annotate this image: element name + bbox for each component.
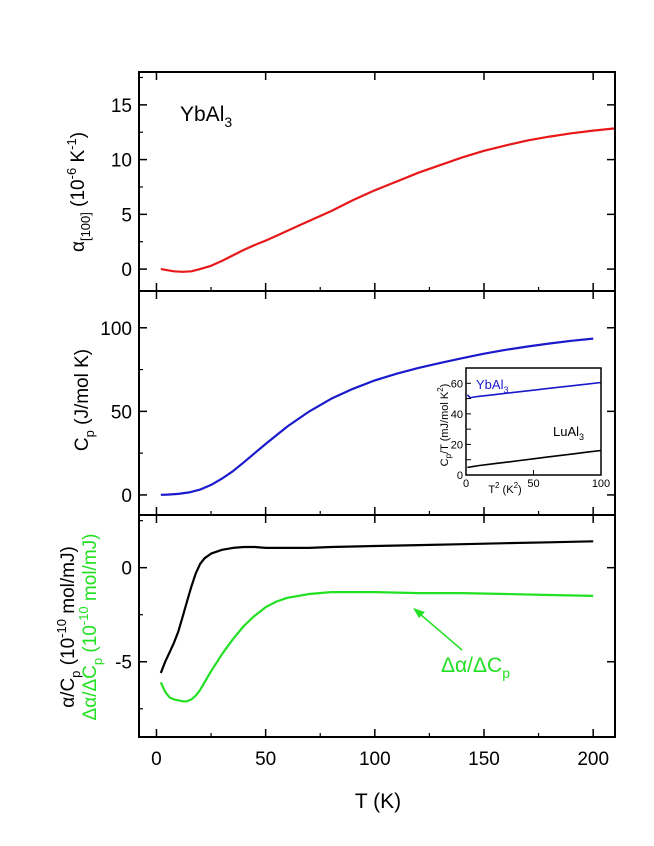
- middle-y-tick-label: 50: [111, 402, 132, 423]
- middle-y-tick-label: 0: [121, 486, 132, 507]
- inset-y-tick-label: 40: [451, 409, 463, 421]
- x-tick-label: 0: [151, 749, 162, 770]
- inset-y-tick-label: 60: [451, 378, 463, 390]
- top-y-tick-label: 10: [111, 151, 132, 172]
- inset-series-line-0: [466, 381, 602, 399]
- annotation-arrow: [413, 608, 463, 651]
- inset-y-tick-label: 0: [457, 470, 463, 482]
- x-tick-label: 200: [577, 749, 609, 770]
- top-y-tick-label: 5: [121, 205, 132, 226]
- inset-y-axis-label: Cp/T (mJ/mol K2): [436, 384, 453, 467]
- top-y-tick-label: 15: [111, 96, 132, 117]
- inset-series-label-lual3: LuAl3: [553, 424, 584, 442]
- x-axis-label: T (K): [355, 790, 401, 813]
- x-tick-label: 100: [359, 749, 391, 770]
- series-line-bottom-0: [159, 540, 594, 674]
- bottom-y-tick-label: -5: [115, 653, 132, 674]
- inset-series-label-ybal3: YbAl3: [476, 377, 508, 395]
- middle-y-tick-label: 100: [100, 319, 132, 340]
- inset-x-tick-label: 0: [463, 478, 469, 490]
- top-y-axis-label: α[100] (10-6 K-1): [64, 132, 93, 252]
- inset-y-tick-label: 20: [451, 439, 463, 451]
- x-tick-label: 50: [255, 749, 276, 770]
- bottom-y-tick-label: 0: [121, 559, 132, 580]
- top-annotation: YbAl3: [180, 103, 232, 130]
- inset-x-tick-label: 100: [592, 478, 610, 490]
- top-y-tick-label: 0: [121, 260, 132, 281]
- series-line-top-0: [160, 127, 616, 273]
- series-line-middle-0: [160, 337, 594, 496]
- bottom-y-axis-label-green: Δα/ΔCp (10-10 mol/mJ): [76, 534, 105, 721]
- inset-x-axis-label: T2 (K2): [488, 481, 521, 496]
- bottom-panel-frame: [138, 514, 616, 738]
- series-line-bottom-1: [159, 590, 594, 703]
- bottom-y-axis-label-black: α/Cp (10-10 mol/mJ): [54, 546, 83, 708]
- middle-y-axis-label: Cp (J/mol K): [72, 349, 97, 451]
- bottom-annotation: Δα/ΔCp: [441, 654, 510, 681]
- inset-series-line-1: [467, 449, 602, 469]
- x-tick-label: 150: [468, 749, 500, 770]
- inset-x-tick-label: 50: [527, 478, 539, 490]
